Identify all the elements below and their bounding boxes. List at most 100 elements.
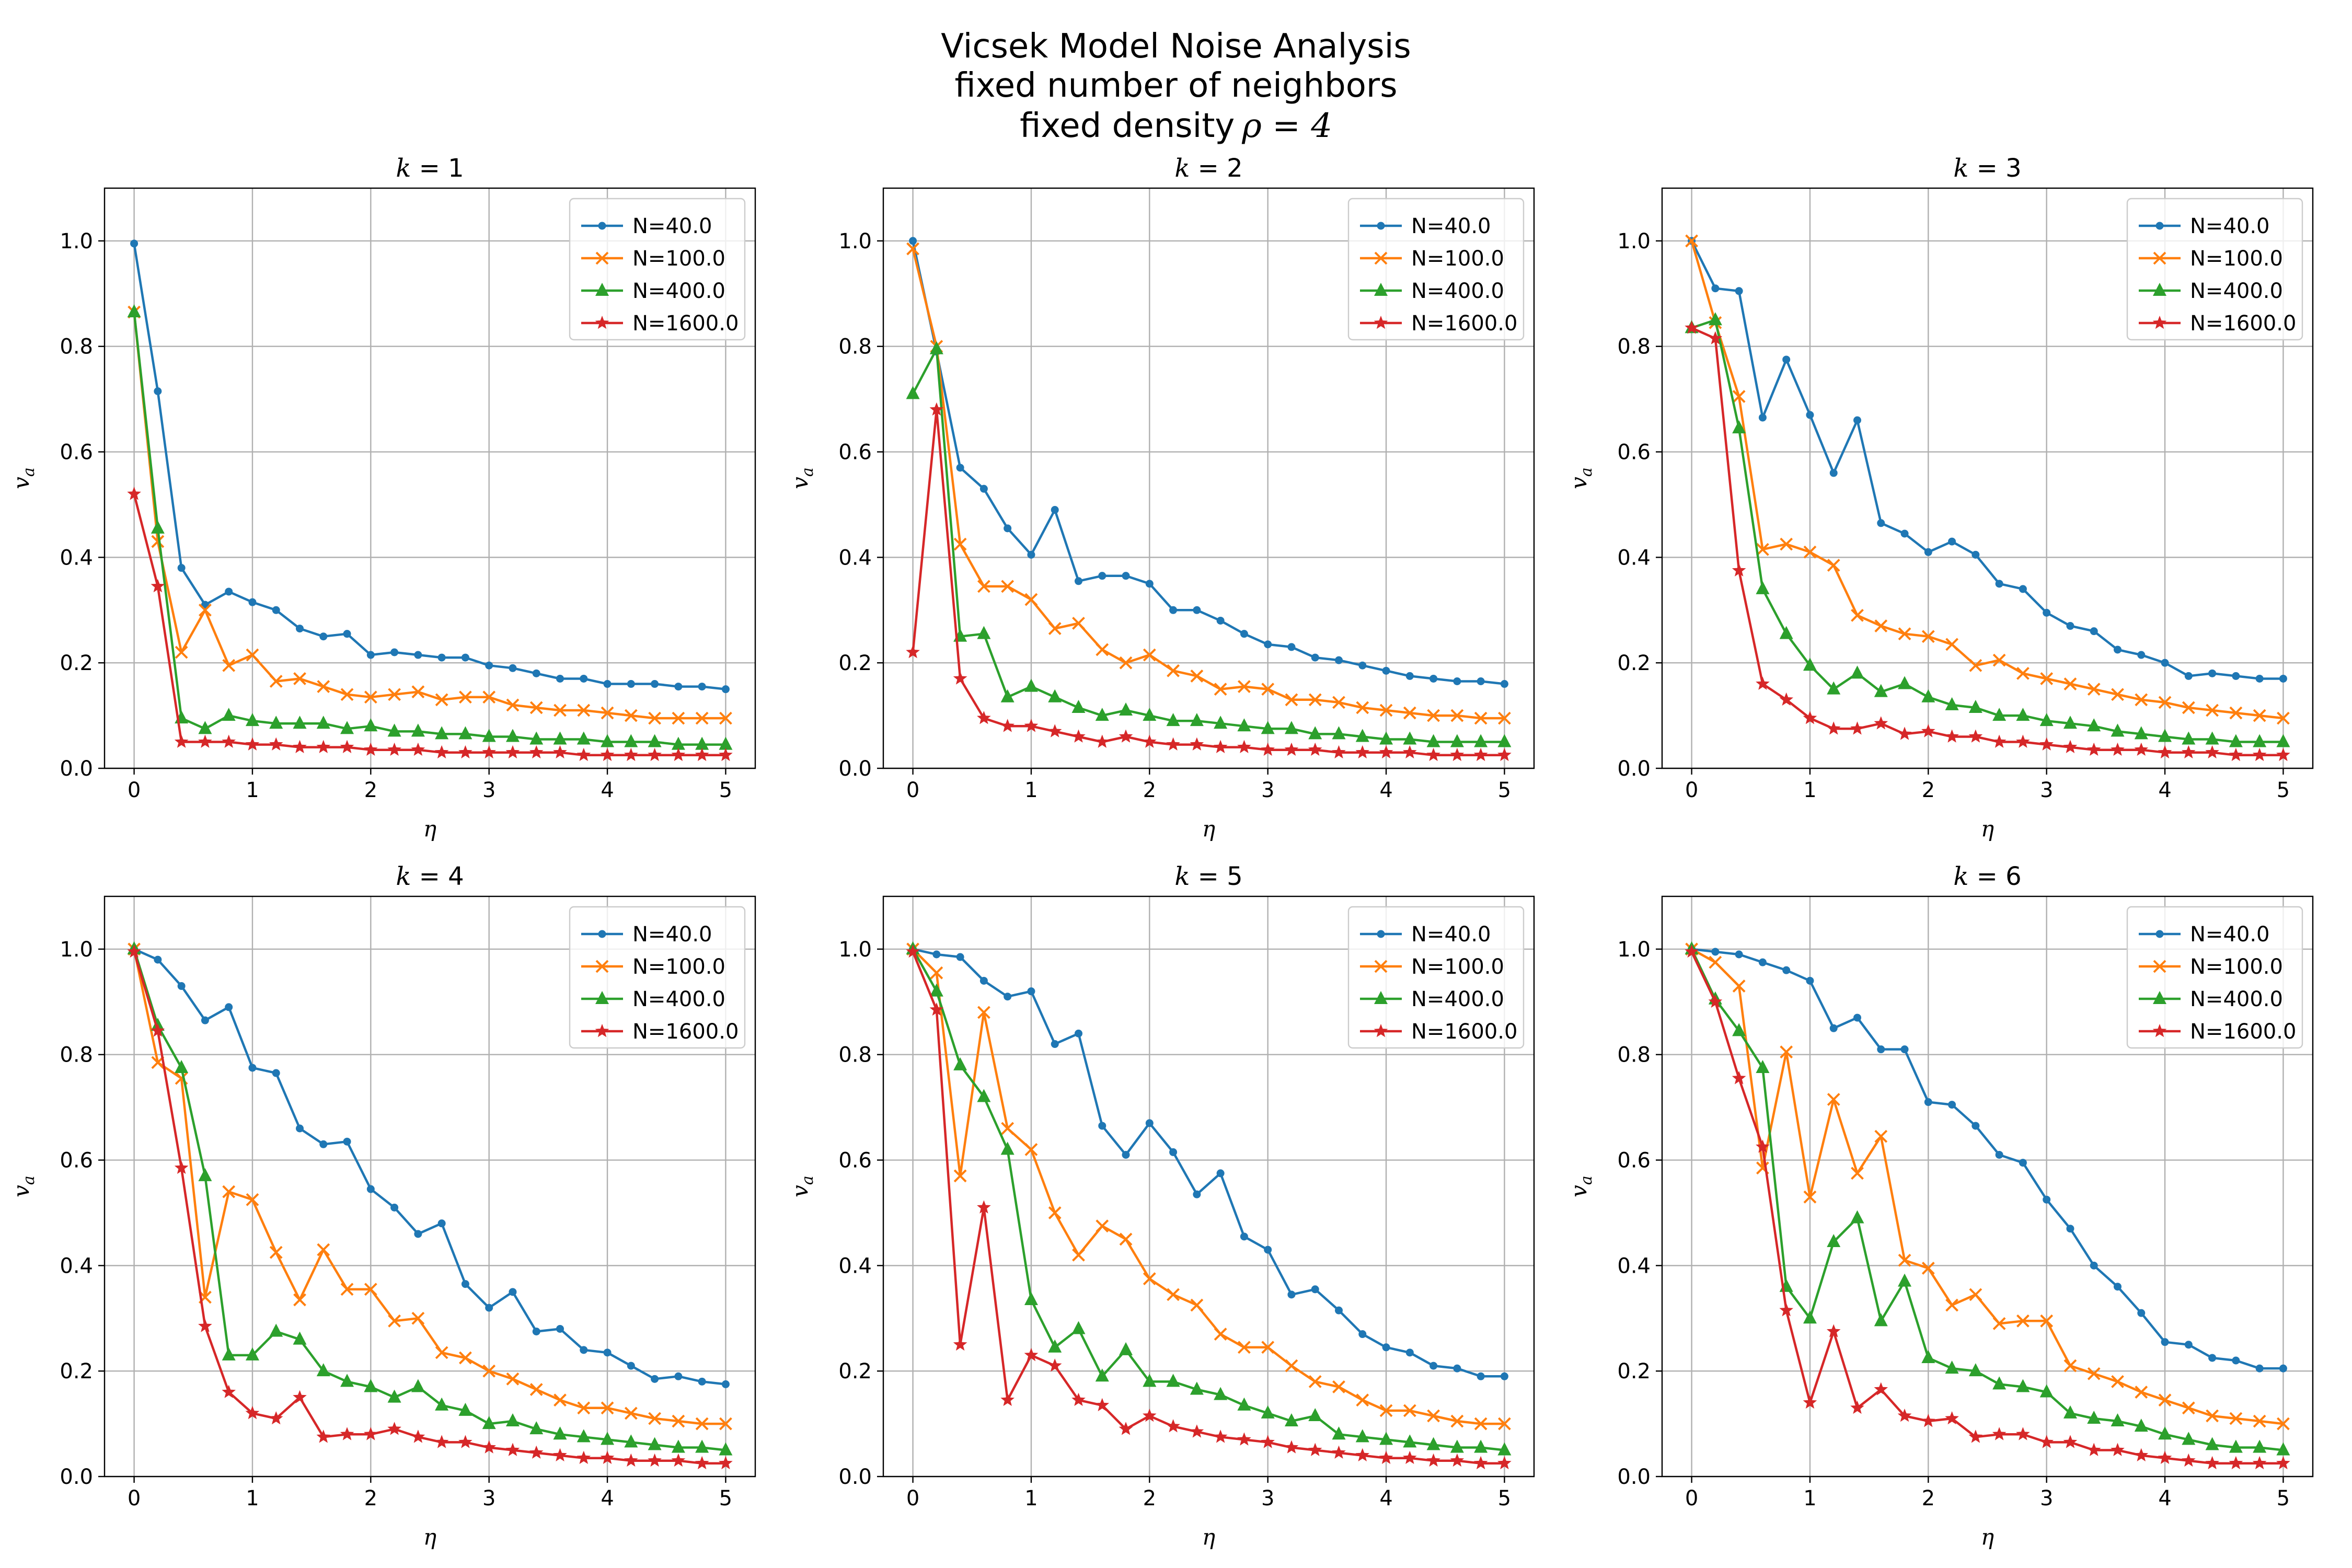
data-point — [414, 651, 422, 659]
legend-marker — [595, 316, 609, 329]
data-point — [1450, 734, 1464, 747]
legend: N=40.0 N=100.0 N=400.0 N=1600.0 — [1347, 906, 1525, 1049]
data-point — [929, 1002, 944, 1016]
data-point — [603, 1348, 612, 1357]
legend-item: N=40.0 — [581, 214, 712, 238]
data-point — [1474, 1417, 1488, 1431]
data-point — [509, 664, 517, 672]
legend-item: N=1600.0 — [2139, 312, 2296, 336]
data-point — [2276, 734, 2290, 747]
data-point — [1119, 656, 1133, 670]
data-point — [175, 1059, 189, 1073]
data-point — [529, 745, 544, 759]
data-point — [1826, 721, 1841, 735]
data-point — [2255, 674, 2264, 683]
data-point — [1024, 1292, 1038, 1305]
series-line — [133, 949, 726, 1425]
data-point — [201, 1016, 209, 1024]
data-point — [2111, 723, 2125, 737]
data-point — [529, 1445, 544, 1459]
data-point — [2182, 701, 2195, 714]
x-tick-label: 0 — [906, 1486, 919, 1511]
data-point — [532, 1328, 540, 1335]
data-point — [719, 1417, 732, 1431]
data-point — [1261, 683, 1275, 696]
data-point — [1284, 1413, 1298, 1427]
data-point — [977, 1006, 990, 1019]
series-line — [133, 312, 726, 720]
data-point — [1332, 1380, 1345, 1393]
data-point — [411, 685, 425, 699]
data-point — [1685, 320, 1699, 334]
data-point — [1355, 1429, 1369, 1443]
data-point — [458, 1351, 472, 1365]
x-tick-label: 1 — [1024, 778, 1037, 802]
data-point — [1877, 519, 1885, 527]
data-point — [1874, 1129, 1888, 1143]
data-point — [1897, 727, 1912, 740]
data-point — [1119, 1422, 1133, 1435]
y-axis-label: va — [1566, 467, 1596, 489]
data-point — [1427, 1409, 1440, 1423]
data-point — [1850, 1400, 1864, 1414]
data-point — [956, 464, 964, 472]
data-point — [977, 580, 990, 593]
data-point — [2040, 672, 2054, 685]
data-point — [553, 745, 567, 759]
data-point — [1806, 411, 1814, 419]
axes-frame — [1661, 187, 2314, 769]
series-line — [1690, 240, 2284, 680]
series-line — [133, 948, 726, 1386]
data-point — [2206, 704, 2219, 717]
x-tick-label: 0 — [128, 778, 141, 802]
x-tick-label: 5 — [2277, 1486, 2290, 1511]
x-tick-label: 4 — [601, 1486, 614, 1511]
data-point — [698, 1377, 706, 1386]
data-point — [1497, 1442, 1512, 1456]
data-point — [1945, 638, 1959, 651]
data-point — [1143, 708, 1157, 721]
axes-frame — [882, 895, 1535, 1478]
x-tick-label: 4 — [601, 778, 614, 802]
data-point — [929, 402, 944, 416]
x-axis-label: η — [1981, 1524, 1994, 1550]
data-point — [2043, 1195, 2051, 1204]
data-point — [2182, 1401, 2195, 1415]
data-point — [1143, 648, 1156, 662]
data-point — [1216, 1169, 1225, 1178]
data-point — [1405, 672, 1414, 680]
data-point — [1900, 529, 1909, 538]
data-point — [2158, 1426, 2172, 1440]
data-point — [1497, 734, 1512, 747]
data-point — [1024, 678, 1038, 692]
x-tick-label: 2 — [1922, 1486, 1935, 1511]
data-point — [458, 726, 472, 740]
data-point — [319, 632, 328, 641]
data-point — [245, 713, 259, 727]
data-point — [1474, 711, 1488, 725]
data-point — [1190, 737, 1204, 751]
data-point — [624, 1453, 638, 1467]
data-point — [2019, 585, 2027, 593]
data-point — [1047, 1358, 1062, 1372]
series-N=1600.0 — [906, 944, 1512, 1470]
data-point — [1382, 666, 1390, 675]
data-point — [1945, 1361, 1959, 1374]
data-point — [1051, 506, 1059, 514]
data-point — [390, 1203, 399, 1212]
data-point — [956, 953, 964, 961]
data-point — [1780, 1045, 1793, 1059]
data-point — [1874, 619, 1888, 632]
data-point — [1027, 550, 1035, 559]
data-point — [435, 1346, 448, 1359]
legend-marker — [2155, 222, 2164, 230]
y-axis-label: va — [787, 1175, 817, 1197]
data-point — [1827, 559, 1840, 572]
data-point — [317, 1243, 330, 1256]
series-N=400.0 — [127, 941, 733, 1456]
data-point — [1356, 1393, 1369, 1407]
data-point — [1477, 677, 1485, 685]
data-point — [1948, 1101, 1956, 1109]
data-point — [1685, 234, 1699, 248]
data-point — [293, 1293, 306, 1307]
